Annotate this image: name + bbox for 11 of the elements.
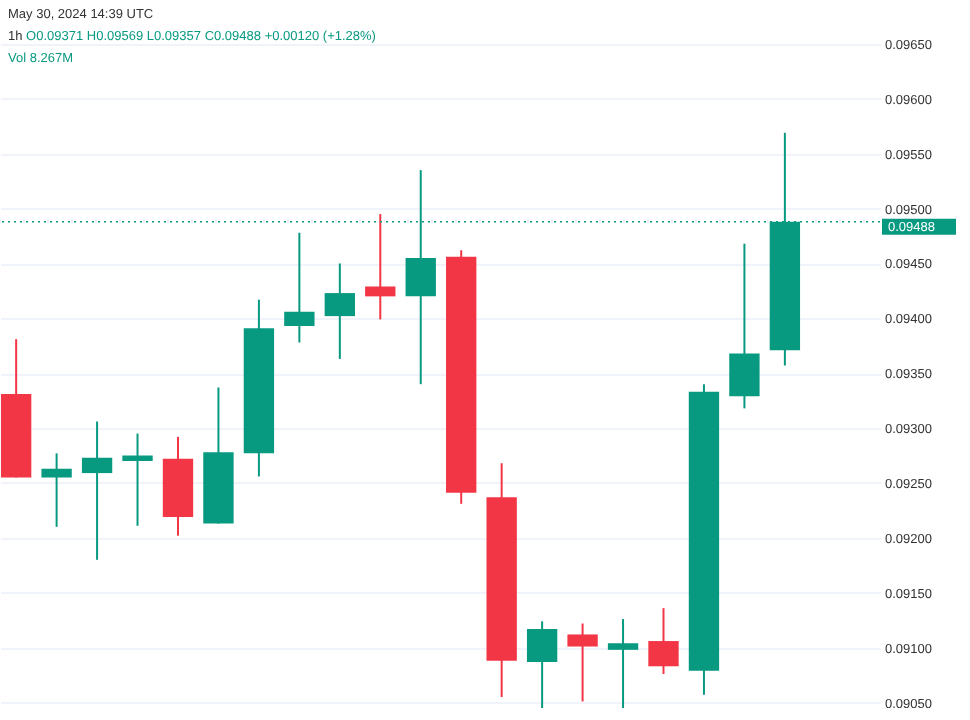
candlestick bbox=[729, 242, 760, 410]
candlestick bbox=[284, 231, 315, 344]
candlestick bbox=[365, 213, 396, 321]
candlestick bbox=[648, 607, 679, 675]
candlestick bbox=[526, 620, 558, 708]
candlestick bbox=[607, 618, 639, 708]
candlestick bbox=[81, 420, 113, 561]
candlestick bbox=[324, 262, 355, 360]
candlestick bbox=[122, 432, 153, 527]
candlestick bbox=[41, 452, 72, 528]
candlestick bbox=[567, 622, 598, 703]
